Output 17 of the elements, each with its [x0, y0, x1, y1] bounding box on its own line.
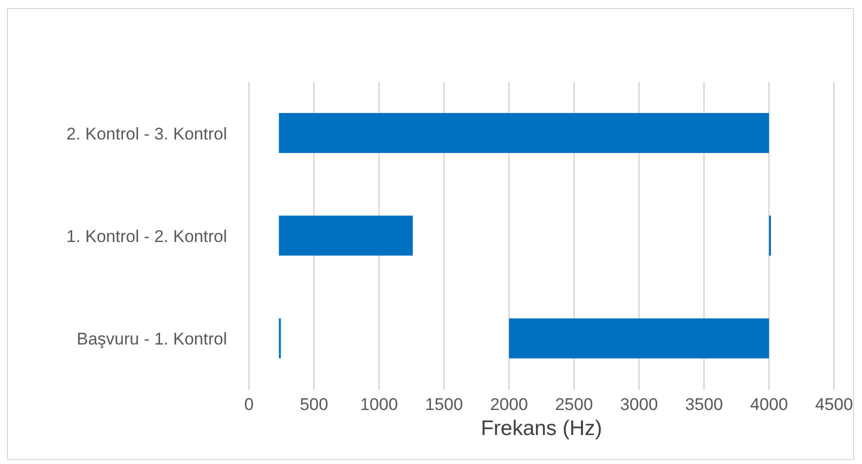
x-tick-label: 1000 — [360, 395, 398, 414]
x-tick-label: 3500 — [685, 395, 723, 414]
x-tick-label: 2000 — [490, 395, 528, 414]
bar — [278, 216, 413, 256]
x-tick-label: 2500 — [555, 395, 593, 414]
y-tick-label: Başvuru - 1. Kontrol — [76, 330, 227, 349]
bar — [278, 113, 769, 153]
x-tick-label: 4000 — [750, 395, 788, 414]
x-tick-label: 3000 — [620, 395, 658, 414]
x-axis-title: Frekans (Hz) — [480, 416, 602, 440]
bar — [509, 318, 769, 358]
x-tick-label: 0 — [244, 395, 254, 414]
y-tick-label: 1. Kontrol - 2. Kontrol — [66, 227, 227, 246]
x-tick-label: 4500 — [815, 395, 853, 414]
x-tick-label: 1500 — [425, 395, 463, 414]
y-tick-label: 2. Kontrol - 3. Kontrol — [66, 124, 227, 144]
x-tick-label: 500 — [300, 395, 328, 414]
